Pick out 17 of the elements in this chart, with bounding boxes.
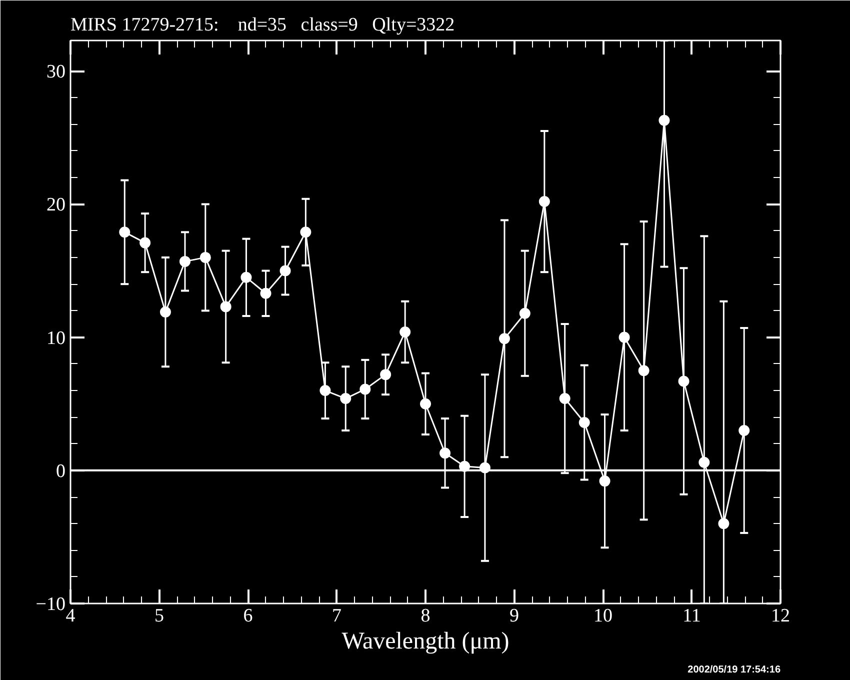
x-tick-label: 7 — [332, 606, 342, 626]
x-tick-label: 12 — [771, 606, 790, 626]
x-tick-label: 8 — [420, 606, 430, 626]
x-tick-label: 11 — [682, 606, 701, 626]
x-tick-label: 4 — [66, 606, 76, 626]
y-tick-label: 10 — [46, 328, 66, 349]
x-tick-label: 9 — [510, 606, 519, 626]
y-tick-label: 0 — [56, 460, 66, 482]
chart-title: MIRS 17279-2715: nd=35 class=9 Qlty=3322 — [70, 14, 455, 36]
x-tick-label: 10 — [594, 606, 612, 626]
x-tick-label: 5 — [154, 606, 164, 626]
y-tick-label: 30 — [46, 62, 66, 83]
y-tick-label: 20 — [46, 194, 66, 216]
x-tick-label: 6 — [243, 606, 253, 626]
x-axis-title: Wavelength (μm) — [342, 628, 510, 654]
text: 2002/05/19 17:54:16 — [688, 664, 781, 676]
y-tick-label: −10 — [36, 594, 66, 615]
